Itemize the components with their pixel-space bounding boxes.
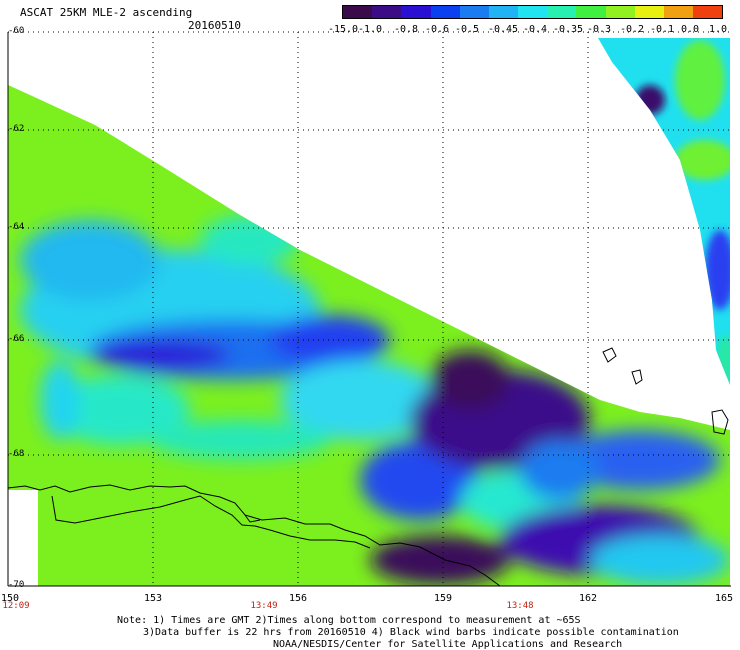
x-label: 162: [578, 593, 598, 604]
colorbar-label: -0.3: [586, 24, 612, 35]
colorbar-label: -0.5: [454, 24, 480, 35]
colorbar-swatch-12: [664, 6, 694, 18]
colorbar-swatch-7: [518, 6, 548, 18]
colorbar-label: -0.8: [393, 24, 419, 35]
colorbar-swatch-8: [547, 6, 577, 18]
colorbar: [342, 5, 723, 19]
time-label: 12:09: [2, 601, 30, 611]
axis-frame: [7, 32, 731, 587]
colorbar-label: 1.0: [708, 24, 728, 35]
time-label: 13:48: [506, 601, 534, 611]
note-line-1: Note: 1) Times are GMT 2)Times along bot…: [117, 615, 581, 626]
y-label: -68: [8, 449, 25, 459]
colorbar-swatch-1: [343, 6, 373, 18]
colorbar-swatch-9: [576, 6, 606, 18]
product-title: ASCAT 25KM MLE-2 ascending: [20, 6, 193, 19]
product-date: 20160510: [188, 19, 241, 32]
x-label: 150: [0, 593, 20, 604]
swath-east: [598, 38, 730, 385]
colorbar-swatch-2: [372, 6, 402, 18]
colorbar-label: 0.0: [680, 24, 700, 35]
x-label: 153: [143, 593, 163, 604]
colorbar-swatch-3: [401, 6, 431, 18]
graticule: [8, 31, 731, 586]
colorbar-swatch-5: [459, 6, 489, 18]
colorbar-label: -15.0: [327, 24, 359, 35]
x-label: 156: [288, 593, 308, 604]
colorbar-label: -0.45: [487, 24, 519, 35]
colorbar-label: -0.2: [619, 24, 645, 35]
colorbar-label: -0.4: [522, 24, 548, 35]
colorbar-swatch-6: [488, 6, 519, 18]
time-label: 13:49: [250, 601, 278, 611]
y-label: -66: [8, 334, 25, 344]
colorbar-label: -0.1: [649, 24, 675, 35]
coastline: [7, 347, 729, 587]
note-line-3: NOAA/NESDIS/Center for Satellite Applica…: [273, 639, 623, 650]
colorbar-swatch-13: [693, 6, 722, 18]
y-label: -64: [8, 222, 25, 232]
y-label: -60: [8, 26, 25, 36]
y-label: -70: [8, 580, 25, 590]
colorbar-label: -1.0: [357, 24, 383, 35]
note-line-2: 3)Data buffer is 22 hrs from 20160510 4)…: [143, 627, 679, 638]
colorbar-label: -0.35: [552, 24, 584, 35]
colorbar-swatch-11: [634, 6, 664, 18]
colorbar-swatch-4: [430, 6, 460, 18]
colorbar-label: -0.6: [424, 24, 450, 35]
colorbar-swatch-10: [605, 6, 635, 18]
y-label: -62: [8, 124, 25, 134]
x-label: 165: [714, 593, 734, 604]
x-label: 159: [433, 593, 453, 604]
